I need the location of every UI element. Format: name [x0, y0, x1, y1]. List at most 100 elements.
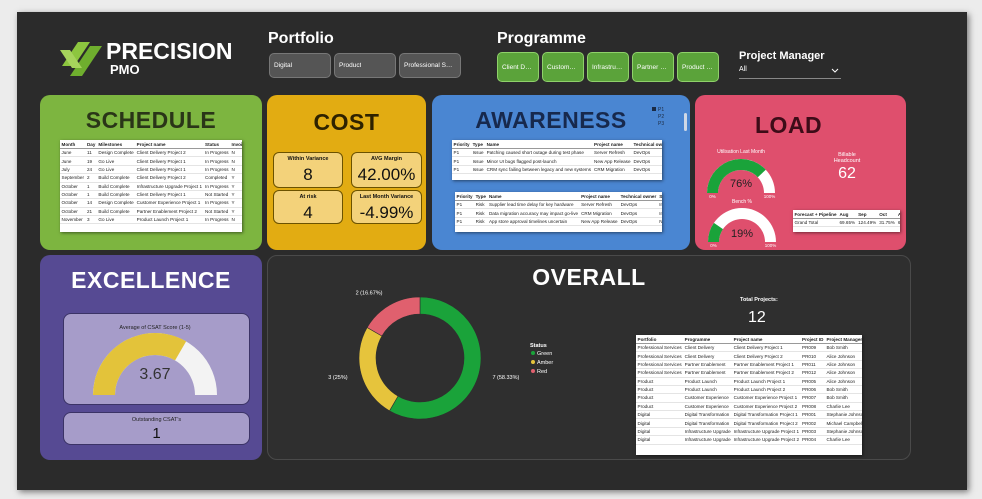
slicer-text: Digital — [274, 62, 293, 69]
table-cell: 124.49% — [856, 218, 878, 228]
column-header: Day — [85, 140, 97, 149]
table-cell: Product — [636, 377, 684, 386]
slicer-button[interactable]: Product Launch — [677, 52, 719, 82]
table-cell: Partner Enablement Project 1 — [732, 360, 801, 370]
table-cell: Client Delivery Project 2 — [135, 148, 204, 158]
table-cell: Client Delivery Project 1 — [135, 156, 204, 166]
table: Priority Type Name Project name Technical ow… — [452, 140, 662, 175]
slicer-button[interactable]: Professional Services — [399, 53, 461, 78]
column-header: Oct — [877, 210, 897, 219]
table-row: Professional Services Partner Enablement P… — [636, 368, 862, 378]
table: Portfolio Programme Project name Project ID… — [636, 335, 862, 445]
table-cell: Design Complete — [96, 198, 136, 208]
slicer-button[interactable]: Digital — [269, 53, 331, 78]
table-cell: 1 — [85, 182, 97, 191]
table-cell: PR006 — [800, 385, 825, 395]
table-cell: Infrastructure Upgrade Project 1 — [732, 427, 801, 437]
excellence-tile: EXCELLENCE Outstanding CSAT's 1 — [40, 255, 262, 460]
column-header: Project ID — [800, 335, 825, 344]
table-cell: PR002 — [800, 418, 825, 428]
legend-item: P1 — [652, 107, 664, 114]
table-cell: Client Delivery Project 1 — [135, 190, 204, 200]
table-cell: Partner Enablement — [683, 368, 733, 378]
table-body: Professional Services Client Delivery Clie… — [636, 343, 862, 445]
table-cell: Go Live — [96, 165, 136, 175]
slicer-button[interactable]: Client Delivery — [497, 52, 539, 82]
table-cell: Product Launch — [683, 377, 733, 386]
donut-segment — [358, 327, 399, 412]
gauge-label: Bench % — [732, 199, 753, 205]
column-header: Name — [485, 140, 593, 149]
slicer-button[interactable]: Infrastructure Upgrade — [587, 52, 629, 82]
table-cell: Supplier lead time delay for key hardwar… — [487, 200, 580, 210]
scrollbar — [684, 113, 687, 131]
portfolio-slicer: Digital Product Professional Services — [269, 53, 461, 78]
table-cell: Infrastructure Upgrade — [683, 435, 733, 445]
slicer-button[interactable]: Partner Enablement — [632, 52, 674, 82]
table-cell: Stephanie Johnson — [824, 410, 862, 420]
table-row: Professional Services Partner Enablement P… — [636, 360, 862, 370]
table-cell: CRM Migration — [592, 165, 633, 175]
table-cell: Product — [636, 402, 684, 412]
table-cell: Design Complete — [96, 148, 136, 158]
table-cell: In Progress — [203, 198, 231, 208]
table-head: Priority Type Name Project name Technical ow… — [455, 192, 662, 201]
table-cell: Charlie Lee — [824, 402, 862, 412]
column-header: Project name — [732, 335, 801, 344]
table-cell: 68.75% — [896, 218, 900, 228]
kpi-value: 8 — [303, 165, 313, 184]
table-body: P1 Issue Patching caused short outage duri… — [452, 148, 662, 175]
table-cell: In Progress — [203, 182, 231, 191]
table-cell: Product Launch Project 1 — [732, 377, 801, 386]
gauge-tick-label: 0% — [710, 243, 717, 248]
table-cell: PR010 — [800, 351, 825, 361]
gauge-value-label: 19% — [731, 228, 753, 240]
table: Forecast + PipelineAugSepOctAVGGrand Tot… — [793, 210, 900, 228]
table-cell: Product Launch Project 2 — [732, 385, 801, 395]
table-cell: Y — [230, 190, 242, 200]
table-cell: PR008 — [800, 402, 825, 412]
table-row: Digital Digital Transformation Digital Tra… — [636, 410, 862, 420]
table-row: Professional Services Client Delivery Clie… — [636, 343, 862, 353]
table-cell: Michael Campbell — [824, 418, 862, 428]
table-cell: In Progress — [203, 148, 231, 158]
kpi-card: Within Variance 8 — [273, 152, 343, 188]
forecast-table: Forecast + PipelineAugSepOctAVGGrand Tot… — [793, 210, 900, 232]
gauge-label: Average of CSAT Score (1-5) — [119, 325, 190, 331]
legend-item: P3 — [652, 121, 664, 128]
table-cell: Build Complete — [96, 173, 136, 183]
table-cell: 2 — [85, 173, 97, 183]
table-row: Product Product Launch Product Launch Proj… — [636, 385, 862, 395]
gauge-tick-label: 0% — [709, 194, 716, 199]
table-cell: 11 — [85, 148, 97, 158]
tile-title: COST — [313, 109, 380, 135]
column-header: Technical owner — [619, 192, 658, 201]
table-cell: PR009 — [800, 343, 825, 353]
kpi-value: 42.00% — [357, 165, 416, 184]
legend-label: Green — [537, 351, 552, 357]
table-row: June 19 Go Live Client Delivery Project 1 In… — [60, 156, 242, 166]
donut-segment — [366, 296, 421, 337]
header-row: Portfolio Programme Project name Project ID… — [636, 335, 862, 344]
header-row: Priority Type Name Project name Technical ow… — [455, 192, 662, 201]
column-header: Priority — [455, 192, 475, 201]
table-cell: Risk — [474, 217, 488, 227]
slicer-button[interactable]: Product — [334, 53, 396, 78]
table-cell: Data migration accuracy may impact go-li… — [487, 208, 580, 218]
table-cell: Partner Enablement Project 2 — [732, 368, 801, 378]
gauge-value-label: 3.67 — [139, 366, 170, 383]
table-head: Forecast + PipelineAugSepOctAVG — [793, 210, 900, 219]
table-row: September 2 Build Complete Client Delivery … — [60, 173, 242, 183]
table-cell: Issue — [471, 148, 486, 158]
table-cell: Digital — [636, 410, 684, 420]
slicer-button[interactable]: Customer Experience — [542, 52, 584, 82]
table-cell: Alice Johnson — [824, 368, 862, 378]
project-manager-dropdown[interactable]: All — [739, 66, 841, 79]
legend-marker — [531, 351, 535, 355]
programme-slicer: Client Delivery Customer Experience Infras… — [497, 52, 719, 82]
table-cell: Client Delivery Project 1 — [732, 343, 801, 353]
table-cell: Customer Experience — [683, 393, 733, 403]
kpi-label: At risk — [299, 194, 317, 200]
table-cell: Charlie Lee — [824, 435, 862, 445]
